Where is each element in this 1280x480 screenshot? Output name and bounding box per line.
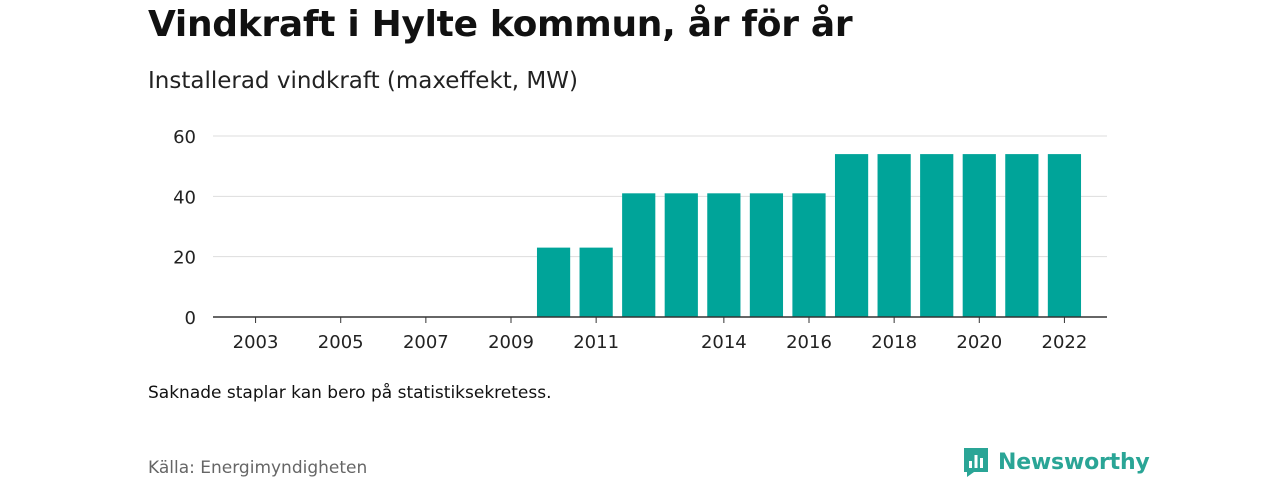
bar: [622, 193, 656, 317]
bar: [792, 193, 826, 317]
bar: [664, 193, 698, 317]
chart-subtitle: Installerad vindkraft (maxeffekt, MW): [148, 68, 578, 94]
bar: [877, 154, 911, 317]
y-tick-label: 40: [173, 187, 196, 208]
x-tick-label: 2018: [871, 332, 917, 353]
x-tick-label: 2011: [573, 332, 619, 353]
bar: [1005, 154, 1039, 317]
footnote: Saknade staplar kan bero på statistiksek…: [148, 383, 552, 403]
x-tick-label: 2003: [233, 332, 279, 353]
grid-lines: [213, 135, 1107, 258]
bar: [962, 154, 996, 317]
axes: 0 20 40 60 2003 2005 2007 2009 2011 2014 2016 2018 2…: [173, 127, 1107, 353]
x-tick-label: 2007: [403, 332, 449, 353]
bar: [707, 193, 741, 317]
brand-name: Newsworthy: [998, 449, 1150, 475]
bar: [579, 247, 613, 317]
x-tick-label: 2022: [1042, 332, 1088, 353]
bar: [749, 193, 784, 317]
bar: [1047, 154, 1082, 317]
bar-chart: 0 20 40 60 2003 2005 2007 2009 2011 2014 2016 2018 2…: [173, 127, 1107, 353]
x-tick-label: 2009: [488, 332, 534, 353]
y-tick-label: 20: [173, 248, 196, 269]
source-credit: Källa: Energimyndigheten: [148, 458, 368, 478]
newsworthy-logo-icon: [964, 448, 988, 477]
bar: [536, 247, 571, 317]
bar: [920, 154, 954, 317]
chart-title: Vindkraft i Hylte kommun, år för år: [148, 4, 853, 45]
brand-logo: Newsworthy: [962, 446, 1150, 478]
y-tick-label: 60: [173, 127, 196, 148]
y-tick-label: 0: [185, 308, 196, 329]
x-tick-label: 2014: [701, 332, 747, 353]
x-tick-label: 2020: [956, 332, 1002, 353]
x-tick-label: 2016: [786, 332, 832, 353]
bars: [536, 154, 1082, 317]
bar: [834, 154, 869, 317]
x-tick-label: 2005: [318, 332, 364, 353]
